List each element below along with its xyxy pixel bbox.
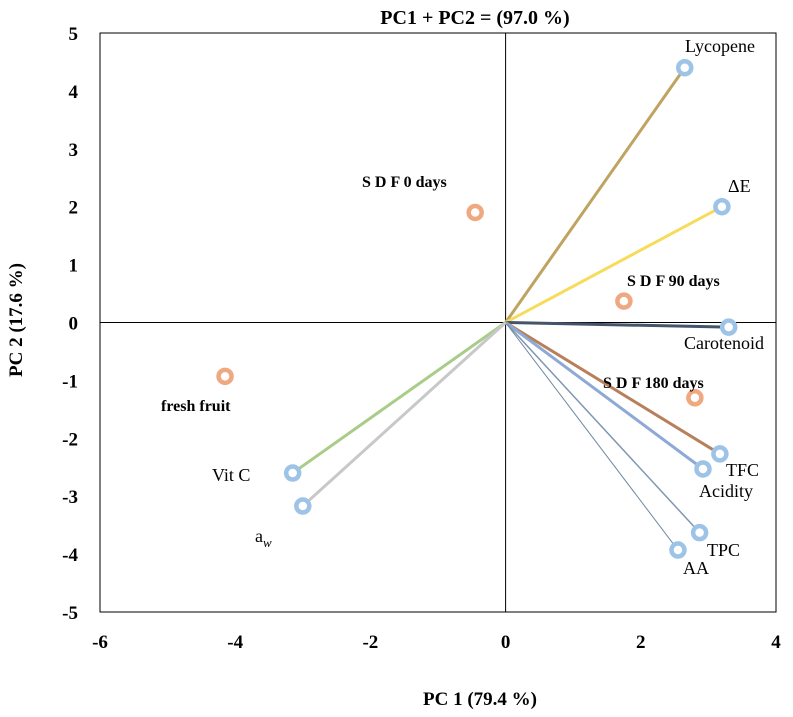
variable-label-subscript: w (263, 535, 272, 550)
variable-point (713, 197, 731, 216)
y-tick-labels: -5 -4 -3 -2 -1 0 1 2 3 4 5 (62, 24, 78, 624)
loading-vector-line (504, 205, 723, 324)
variable-point (711, 445, 729, 463)
loading-vector-line (505, 322, 679, 551)
variable-label: Carotenoid (684, 333, 764, 353)
loading-vectors (291, 66, 729, 551)
variable-point (669, 541, 687, 559)
variable-label: Acidity (699, 481, 753, 501)
variable-label: TFC (726, 460, 759, 480)
x-tick-labels: -6 -4 -2 0 2 4 (92, 632, 781, 653)
x-axis-title: PC 1 (79.4 %) (423, 689, 537, 710)
x-tick-label: -4 (227, 632, 243, 653)
observation-point (466, 203, 484, 222)
y-tick-label: -3 (62, 487, 78, 508)
variable-label: Lycopene (685, 36, 755, 56)
y-tick-label: 0 (69, 314, 79, 335)
loading-vector-line (504, 66, 686, 324)
variable-point (719, 318, 738, 336)
y-tick-label: -5 (62, 603, 78, 624)
x-tick-label: 2 (636, 632, 646, 653)
observation-label: S D F 90 days (627, 273, 720, 290)
x-tick-label: 0 (501, 632, 511, 653)
variable-label: aw (255, 526, 272, 550)
variable-point (283, 464, 302, 482)
variable-point (694, 460, 712, 478)
variable-label: ΔE (728, 176, 751, 196)
y-tick-label: -2 (62, 429, 78, 450)
observation-markers (216, 203, 704, 407)
variable-label: Vit C (212, 465, 250, 485)
variable-point (690, 523, 709, 542)
variable-markers (283, 58, 738, 559)
y-tick-label: 1 (69, 256, 79, 277)
loading-vector-line (301, 321, 507, 508)
observation-point (615, 292, 633, 310)
loading-vector-line (291, 321, 507, 475)
observation-label: S D F 180 days (603, 375, 704, 392)
y-tick-label: -4 (62, 545, 78, 566)
observation-point (686, 389, 704, 407)
y-tick-label: -1 (62, 371, 78, 392)
observation-label: S D F 0 days (362, 174, 447, 191)
observation-point (216, 367, 234, 386)
variable-label: TPC (707, 540, 740, 560)
variable-point (675, 58, 694, 77)
y-tick-label: 2 (69, 198, 79, 219)
y-tick-label: 4 (69, 82, 79, 103)
loading-vector-line (504, 321, 704, 471)
x-tick-label: -2 (362, 632, 378, 653)
x-tick-label: 4 (771, 632, 781, 653)
variable-point (294, 497, 312, 515)
chart-title: PC1 + PC2 = (97.0 %) (380, 7, 569, 29)
x-tick-label: -6 (92, 632, 108, 653)
y-axis-title: PC 2 (17.6 %) (6, 263, 27, 377)
loading-vector-line (504, 321, 721, 456)
loading-vector-line (505, 321, 701, 534)
observation-label: fresh fruit (161, 398, 231, 415)
variable-label: AA (683, 558, 709, 578)
y-tick-label: 5 (69, 24, 79, 45)
loading-vector-line (505, 321, 729, 329)
y-tick-label: 3 (69, 140, 79, 161)
